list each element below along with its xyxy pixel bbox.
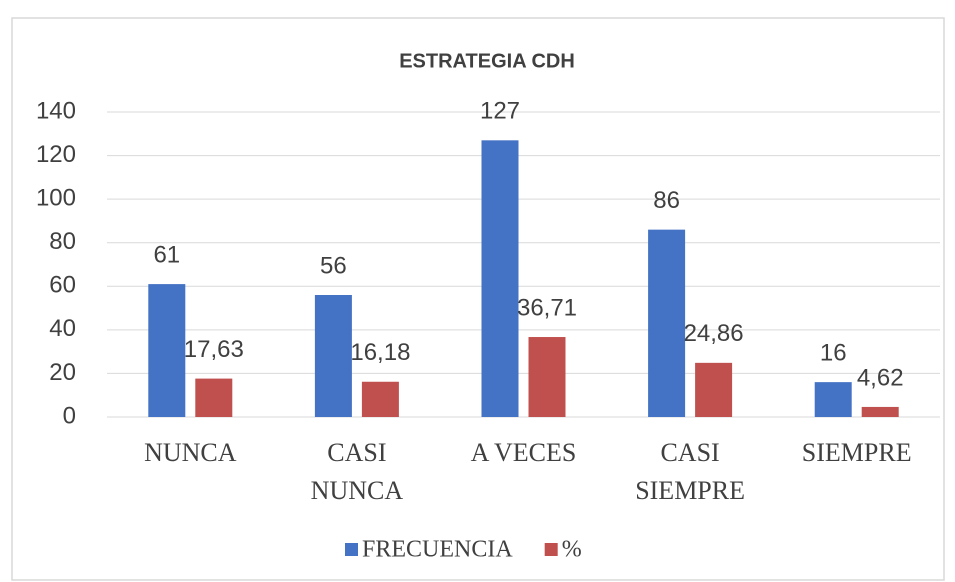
y-tick-label: 140	[36, 97, 76, 124]
data-label: 56	[320, 252, 347, 279]
y-tick-label: 40	[49, 315, 76, 342]
data-label: 17,63	[184, 336, 244, 363]
bar	[528, 337, 566, 417]
bar	[814, 382, 852, 417]
y-tick-label: 20	[49, 359, 76, 386]
x-tick-label: CASI NUNCA	[311, 438, 404, 505]
y-tick-label: 100	[36, 184, 76, 211]
bar	[648, 229, 686, 417]
data-label: 86	[653, 187, 680, 214]
data-label: 24,86	[684, 320, 744, 347]
y-tick-label: 60	[49, 272, 76, 299]
x-tick-label: A VECES	[471, 438, 577, 467]
y-tick-label: 80	[49, 228, 76, 255]
x-tick-label: CASI SIEMPRE	[635, 438, 745, 505]
legend-swatch	[544, 543, 558, 556]
bar	[148, 284, 186, 417]
data-label: 61	[153, 241, 180, 268]
y-tick-label: 0	[63, 402, 76, 429]
data-label: 16,18	[350, 339, 410, 366]
bar	[361, 381, 399, 417]
bar	[195, 378, 233, 417]
legend-label: FRECUENCIA	[362, 537, 513, 563]
legend-label: %	[562, 537, 582, 563]
data-label: 16	[820, 339, 847, 366]
data-label: 4,62	[857, 364, 904, 391]
y-tick-label: 120	[36, 141, 76, 168]
bar	[481, 140, 519, 418]
data-label: 127	[480, 98, 520, 125]
bar	[314, 295, 352, 417]
bar	[861, 406, 899, 417]
x-tick-label: NUNCA	[144, 438, 237, 467]
chart-title: ESTRATEGIA CDH	[399, 50, 575, 72]
data-label: 36,71	[517, 294, 577, 321]
bar	[695, 362, 733, 417]
x-tick-label: SIEMPRE	[802, 438, 912, 467]
legend-swatch	[345, 543, 358, 556]
